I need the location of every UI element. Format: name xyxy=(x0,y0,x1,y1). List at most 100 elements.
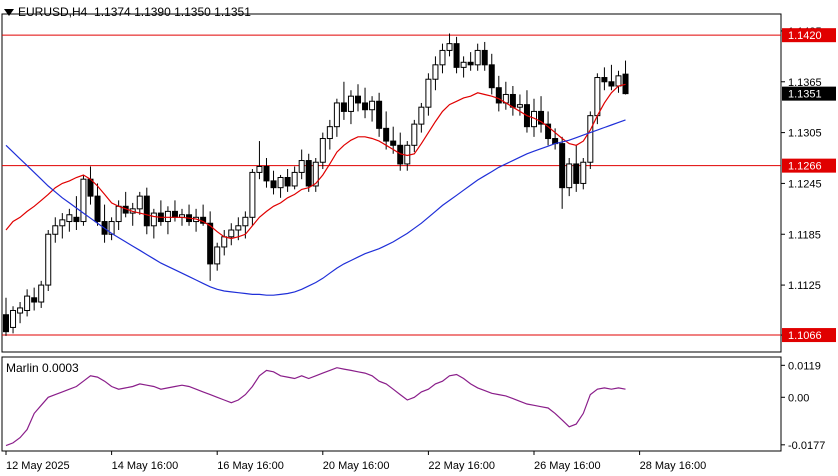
bull-candle-body xyxy=(150,212,157,227)
bull-candle-body xyxy=(242,216,249,227)
candle xyxy=(559,136,566,209)
bull-candle-body xyxy=(425,78,432,108)
bear-candle-body xyxy=(559,143,566,189)
bull-candle-body xyxy=(432,64,439,80)
bull-candle-body xyxy=(319,138,326,163)
candle xyxy=(80,174,87,226)
candle xyxy=(291,166,298,190)
bull-candle-body xyxy=(587,115,594,163)
price-axis-label: 1.1245 xyxy=(788,178,822,190)
time-axis-label: 28 May 16:00 xyxy=(640,460,707,472)
low-value: 1.1350 xyxy=(174,5,211,19)
bull-candle-body xyxy=(326,126,333,140)
candle xyxy=(545,111,552,146)
bear-candle-body xyxy=(601,77,608,83)
candle xyxy=(270,170,277,195)
bear-candle-body xyxy=(545,123,552,140)
bull-candle-body xyxy=(164,210,171,223)
bull-candle-body xyxy=(38,284,45,303)
bull-candle-body xyxy=(312,161,319,187)
candle xyxy=(38,280,45,308)
candle xyxy=(340,81,347,120)
candle xyxy=(369,96,376,122)
candle xyxy=(418,102,425,133)
candle xyxy=(298,149,305,180)
bear-candle-body xyxy=(573,163,580,184)
bull-candle-body xyxy=(418,106,425,125)
candle xyxy=(277,174,284,198)
level-tag-label: 1.1420 xyxy=(788,30,822,42)
level-tag-label: 1.1066 xyxy=(788,330,822,342)
candle xyxy=(453,36,460,74)
bull-candle-body xyxy=(115,205,122,223)
bull-candle-body xyxy=(347,95,354,112)
bear-candle-body xyxy=(3,314,9,333)
marlin-line xyxy=(5,367,626,447)
bull-candle-body xyxy=(333,102,340,128)
indicator-axis-label: 0.00 xyxy=(788,392,809,404)
price-axis-label: 1.1125 xyxy=(788,280,821,292)
candle xyxy=(411,119,418,153)
indicator-plot-area xyxy=(1,356,782,452)
bear-candle-body xyxy=(171,210,178,218)
bull-candle-body xyxy=(235,225,242,231)
bull-candle-body xyxy=(516,104,523,108)
bear-candle-body xyxy=(481,49,488,66)
bear-candle-body xyxy=(270,180,277,189)
candle xyxy=(516,94,523,116)
time-axis-label: 12 May 2025 xyxy=(6,460,70,472)
candle xyxy=(326,119,333,150)
bear-candle-body xyxy=(284,176,291,187)
bear-candle-body xyxy=(207,222,214,265)
bear-candle-body xyxy=(538,110,545,125)
bear-candle-body xyxy=(355,95,361,104)
candle xyxy=(622,60,629,95)
candle xyxy=(383,111,390,150)
bull-candle-body xyxy=(291,171,298,187)
candle xyxy=(608,64,615,91)
bear-candle-body xyxy=(263,165,270,182)
bear-candle-body xyxy=(376,100,383,129)
current-price-tag xyxy=(782,86,836,101)
bear-candle-body xyxy=(340,102,347,112)
open-value: 1.1374 xyxy=(94,5,131,19)
bear-candle-body xyxy=(143,195,150,227)
bull-candle-body xyxy=(369,100,376,111)
bear-candle-body xyxy=(87,178,94,197)
candle xyxy=(284,169,291,192)
bear-candle-body xyxy=(488,64,495,89)
candle xyxy=(3,297,9,336)
candle xyxy=(362,87,369,119)
candle xyxy=(460,56,467,78)
candle xyxy=(587,111,594,170)
candle xyxy=(256,141,263,180)
bull-candle-body xyxy=(411,123,418,146)
candle xyxy=(312,158,319,192)
chart-header: EURUSD,H4 1.1374 1.1390 1.1350 1.1351 xyxy=(4,5,251,19)
candle xyxy=(580,158,587,190)
candle xyxy=(207,211,214,281)
candle xyxy=(446,33,453,57)
main-plot-area xyxy=(1,13,782,353)
bear-candle-body xyxy=(94,195,101,223)
candle xyxy=(66,208,73,232)
time-axis-label: 22 May 16:00 xyxy=(428,460,495,472)
price-axis-label: 1.1305 xyxy=(788,128,822,140)
bear-candle-body xyxy=(453,43,460,68)
candle xyxy=(214,242,221,271)
candle xyxy=(17,302,24,324)
candle xyxy=(601,67,608,91)
candle xyxy=(143,187,150,235)
candle xyxy=(305,153,312,192)
blue-moving-average xyxy=(5,119,626,296)
candle xyxy=(136,191,143,215)
bear-candle-body xyxy=(608,81,615,87)
bear-candle-body xyxy=(362,102,369,111)
bull-candle-body xyxy=(249,171,256,218)
dropdown-triangle-icon[interactable] xyxy=(4,9,14,17)
time-axis-label: 26 May 16:00 xyxy=(534,460,601,472)
time-axis-label: 16 May 16:00 xyxy=(217,460,284,472)
bull-candle-body xyxy=(446,43,453,51)
bull-candle-body xyxy=(66,214,73,223)
candle xyxy=(249,169,256,226)
